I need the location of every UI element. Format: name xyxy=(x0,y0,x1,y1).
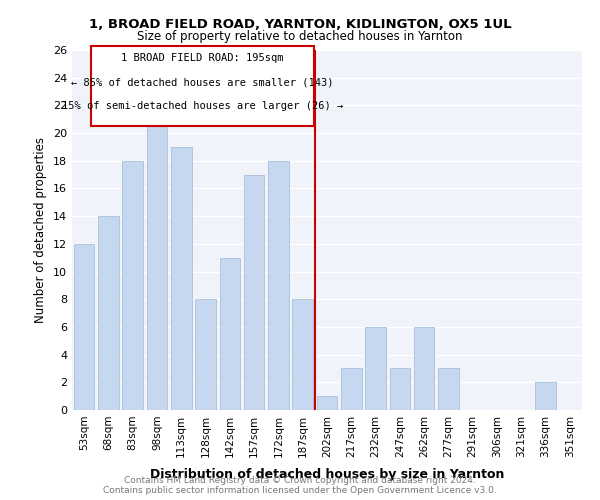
Bar xyxy=(220,258,240,410)
Bar xyxy=(389,368,410,410)
Text: 15% of semi-detached houses are larger (26) →: 15% of semi-detached houses are larger (… xyxy=(62,101,343,111)
Bar xyxy=(292,299,313,410)
Bar xyxy=(438,368,459,410)
Bar xyxy=(268,161,289,410)
Y-axis label: Number of detached properties: Number of detached properties xyxy=(34,137,47,323)
Bar xyxy=(122,161,143,410)
Text: Size of property relative to detached houses in Yarnton: Size of property relative to detached ho… xyxy=(137,30,463,43)
Text: Contains HM Land Registry data © Crown copyright and database right 2024.: Contains HM Land Registry data © Crown c… xyxy=(124,476,476,485)
X-axis label: Distribution of detached houses by size in Yarnton: Distribution of detached houses by size … xyxy=(150,468,504,481)
Bar xyxy=(171,147,191,410)
Bar xyxy=(341,368,362,410)
Text: 1 BROAD FIELD ROAD: 195sqm: 1 BROAD FIELD ROAD: 195sqm xyxy=(121,53,284,63)
Text: ← 85% of detached houses are smaller (143): ← 85% of detached houses are smaller (14… xyxy=(71,78,334,88)
Bar xyxy=(365,327,386,410)
Bar xyxy=(414,327,434,410)
Bar xyxy=(98,216,119,410)
Text: Contains public sector information licensed under the Open Government Licence v3: Contains public sector information licen… xyxy=(103,486,497,495)
Bar xyxy=(74,244,94,410)
Bar xyxy=(91,46,314,126)
Bar xyxy=(244,174,265,410)
Bar xyxy=(535,382,556,410)
Bar xyxy=(317,396,337,410)
Text: 1, BROAD FIELD ROAD, YARNTON, KIDLINGTON, OX5 1UL: 1, BROAD FIELD ROAD, YARNTON, KIDLINGTON… xyxy=(89,18,511,30)
Bar xyxy=(195,299,216,410)
Bar xyxy=(146,119,167,410)
